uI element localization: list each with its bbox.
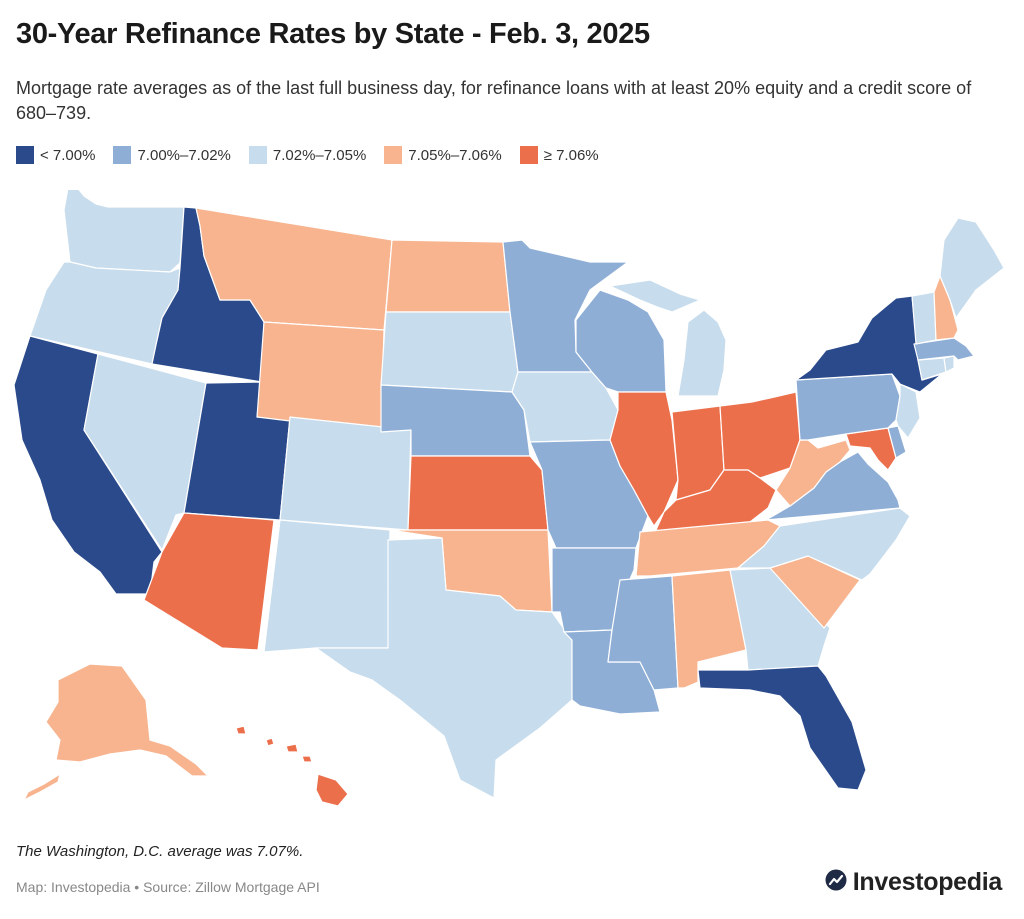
state-ME[interactable] [939, 217, 1005, 319]
state-WY[interactable] [256, 321, 385, 433]
legend-item-below-7-00: < 7.00% [16, 146, 95, 164]
legend-swatch [519, 146, 538, 164]
source-credit: Map: Investopedia • Source: Zillow Mortg… [16, 879, 320, 895]
state-ND[interactable] [385, 239, 511, 313]
legend: < 7.00% 7.00%–7.02% 7.02%–7.05% 7.05%–7.… [16, 146, 599, 164]
state-VT[interactable] [911, 291, 937, 345]
investopedia-logo[interactable]: Investopedia [825, 868, 1002, 897]
chart-title: 30-Year Refinance Rates by State - Feb. … [16, 18, 650, 50]
state-MA[interactable] [913, 337, 975, 361]
logo-text: Investopedia [852, 868, 1003, 896]
state-MI[interactable] [609, 279, 727, 397]
legend-swatch [16, 146, 34, 164]
investopedia-logo-icon [825, 869, 847, 896]
legend-swatch [113, 146, 132, 164]
state-SD[interactable] [380, 311, 519, 393]
state-MN[interactable] [502, 239, 629, 373]
legend-item-7-00-7-02: 7.00%–7.02% [113, 146, 231, 164]
state-KS[interactable] [407, 455, 549, 531]
state-WV[interactable] [775, 439, 851, 507]
state-NC[interactable] [737, 507, 911, 581]
legend-label: ≥ 7.06% [543, 146, 599, 164]
state-HI[interactable] [235, 725, 349, 807]
state-OH[interactable] [719, 391, 801, 479]
dc-footnote: The Washington, D.C. average was 7.07%. [16, 843, 304, 860]
state-AK[interactable] [23, 663, 209, 801]
state-PA[interactable] [795, 373, 901, 441]
state-NM[interactable] [263, 519, 391, 653]
legend-item-7-02-7-05: 7.02%–7.05% [248, 146, 367, 164]
legend-label: 7.00%–7.02% [137, 146, 231, 164]
state-WA[interactable] [63, 190, 185, 273]
legend-item-7-05-7-06: 7.05%–7.06% [384, 146, 502, 164]
state-CO[interactable] [279, 416, 412, 531]
legend-label: < 7.00% [40, 146, 96, 164]
state-NJ[interactable] [895, 383, 921, 439]
state-TX[interactable] [315, 537, 573, 799]
chart-subtitle: Mortgage rate averages as of the last fu… [16, 78, 972, 123]
state-DE[interactable] [887, 425, 907, 459]
legend-item-7-06-and-above: ≥ 7.06% [519, 146, 599, 164]
legend-label: 7.02%–7.05% [272, 146, 367, 164]
state-RI[interactable] [943, 355, 955, 373]
legend-label: 7.05%–7.06% [408, 146, 502, 164]
legend-swatch [248, 146, 267, 164]
state-IL[interactable] [609, 391, 679, 527]
state-FL[interactable] [697, 665, 867, 791]
state-AZ[interactable] [143, 512, 275, 651]
state-CT[interactable] [917, 357, 947, 381]
legend-swatch [384, 146, 403, 164]
us-state-map [13, 190, 1005, 807]
